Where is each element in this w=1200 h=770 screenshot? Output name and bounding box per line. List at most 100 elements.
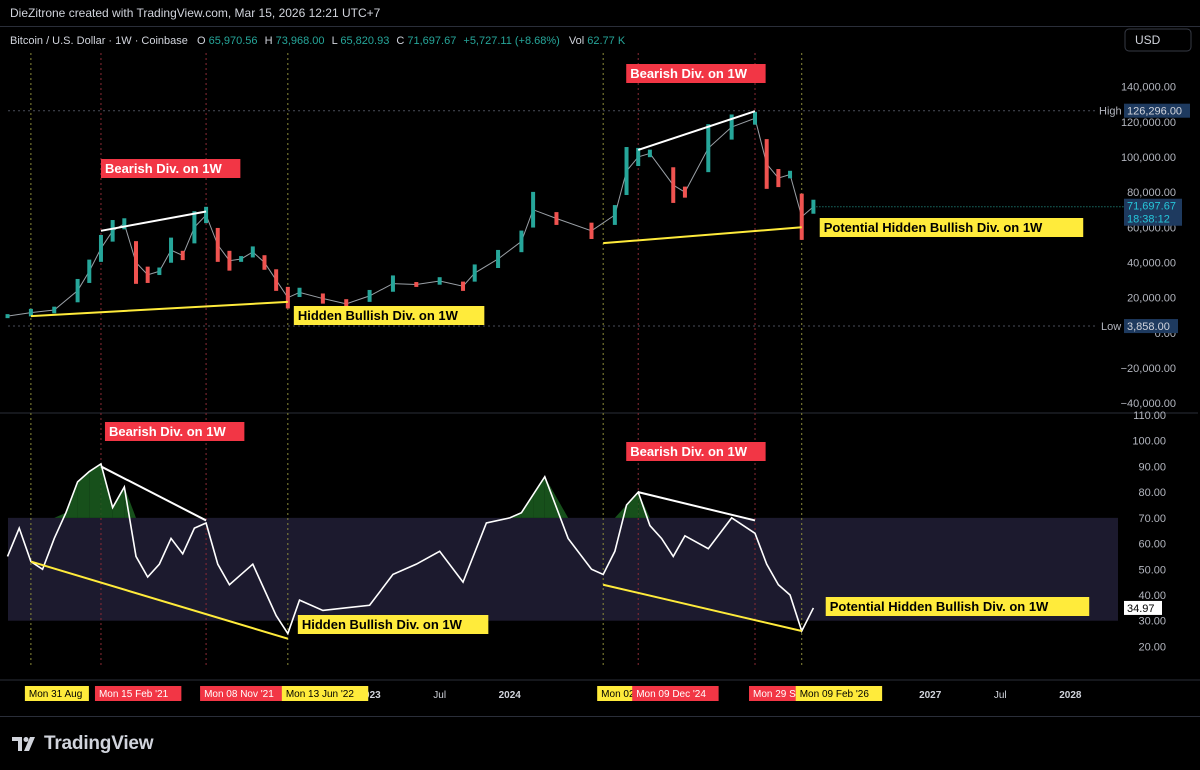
rsi-overbought-fill xyxy=(626,492,639,518)
price-candle xyxy=(134,241,139,284)
rsi-tick-label: 70.00 xyxy=(1138,513,1166,525)
price-annotation-1[interactable]: Hidden Bullish Div. on 1W xyxy=(293,306,485,325)
price-candle xyxy=(437,277,442,285)
price-annotation-3[interactable]: Potential Hidden Bullish Div. on 1W xyxy=(819,218,1084,237)
price-candle xyxy=(297,287,302,298)
price-annotation-2[interactable]: Bearish Div. on 1W xyxy=(626,64,766,83)
rsi-annotation-0[interactable]: Bearish Div. on 1W xyxy=(104,422,245,441)
last-price-tag-bg xyxy=(1124,198,1182,213)
time-marker-0: Mon 31 Aug xyxy=(24,686,89,701)
price-candle xyxy=(239,256,244,262)
rsi-tick-label: 30.00 xyxy=(1138,616,1166,628)
price-annotation-0-text: Bearish Div. on 1W xyxy=(105,161,223,176)
price-annotation-2-bg xyxy=(626,64,766,83)
price-trendline-bearish-div-2021[interactable] xyxy=(100,210,207,232)
price-candle xyxy=(122,218,127,230)
rsi-overbought-fill xyxy=(112,487,125,518)
price-candle xyxy=(110,220,115,242)
time-marker-text: Mon 15 Feb '21 xyxy=(99,689,169,700)
price-candle xyxy=(320,293,325,304)
time-marker-bg xyxy=(632,686,719,701)
time-marker-bg xyxy=(281,686,369,701)
rsi-annotation-3[interactable]: Potential Hidden Bullish Div. on 1W xyxy=(825,597,1090,616)
time-marker-bg xyxy=(200,686,287,701)
legend-high-label: H xyxy=(265,35,273,47)
price-tick-label: −40,000.00 xyxy=(1121,398,1176,410)
price-annotation-0-bg xyxy=(100,159,241,178)
price-candle xyxy=(636,147,641,166)
rsi-annotation-1-bg xyxy=(297,615,489,634)
price-tick-label: 140,000.00 xyxy=(1121,82,1176,94)
price-annotation-0[interactable]: Bearish Div. on 1W xyxy=(100,159,241,178)
price-annotation-2-text: Bearish Div. on 1W xyxy=(630,66,748,81)
price-candle xyxy=(87,259,92,283)
low-price-tag-text: 3,858.00 xyxy=(1127,321,1170,333)
footer: TradingView xyxy=(0,716,1200,770)
rsi-trendline-rsi-bearish-2021[interactable] xyxy=(100,465,207,522)
price-tick-label: 120,000.00 xyxy=(1121,117,1176,129)
low-label-bg xyxy=(1098,319,1124,334)
price-trendline-bearish-div-2025[interactable] xyxy=(637,110,756,151)
chart-frame[interactable]: Bearish Div. on 1W Hidden Bullish Div. on… xyxy=(0,26,1200,716)
price-candle xyxy=(461,281,466,291)
rsi-annotation-3-bg xyxy=(825,597,1090,616)
time-marker-bg xyxy=(749,686,808,701)
chart-trendline-layer xyxy=(30,110,802,640)
price-axis[interactable]: 140,000.00 120,000.00 100,000.00 80,000.00 6… xyxy=(1096,82,1190,654)
rsi-trendline-rsi-potential-bull-2026[interactable] xyxy=(602,583,802,632)
rsi-overbought-fill xyxy=(533,476,545,518)
rsi-tick-label: 110.00 xyxy=(1133,410,1166,422)
rsi-trendline-rsi-hidden-bull-2022[interactable] xyxy=(30,560,289,640)
rsi-overbought-fill xyxy=(89,463,101,518)
rsi-annotation-1[interactable]: Hidden Bullish Div. on 1W xyxy=(297,615,489,634)
rsi-overbought-fill xyxy=(54,512,66,518)
rsi-overbought-fill xyxy=(124,487,137,518)
time-marker-4: Mon 02 xyxy=(597,686,639,701)
price-candle xyxy=(75,278,80,303)
price-candle xyxy=(788,170,793,179)
tradingview-logo[interactable]: TradingView xyxy=(12,733,154,755)
time-axis[interactable]: Ju2023Jul2024Jul2027Jul2028Mon 31 AugMon… xyxy=(24,686,1082,701)
time-tick-label: 2023 xyxy=(358,690,381,701)
chart-annotation-layer: Bearish Div. on 1W Hidden Bullish Div. on… xyxy=(100,64,1090,634)
price-candle xyxy=(519,230,524,253)
time-tick-label: Jul xyxy=(994,690,1007,701)
time-marker-5: Mon 09 Dec '24 xyxy=(632,686,719,701)
legend-high-value: 73,968.00 xyxy=(276,35,325,47)
time-marker-6: Mon 29 Se xyxy=(749,686,808,701)
chart-canvas[interactable]: Bearish Div. on 1W Hidden Bullish Div. on… xyxy=(0,27,1200,716)
credit-text: DieZitrone created with TradingView.com,… xyxy=(10,6,381,20)
price-candle xyxy=(5,314,10,319)
rsi-tick-label: 20.00 xyxy=(1138,641,1166,653)
price-annotation-1-bg xyxy=(293,306,485,325)
time-tick-label: 2028 xyxy=(1059,690,1082,701)
legend-vol-label: Vol xyxy=(569,35,584,47)
countdown-tag-bg xyxy=(1124,211,1182,226)
price-candle xyxy=(414,282,419,287)
price-candle xyxy=(729,114,734,140)
price-trendline-potential-hidden-bull-2026[interactable] xyxy=(603,226,802,245)
price-candle xyxy=(28,308,33,317)
price-candle xyxy=(612,205,617,225)
currency-button[interactable]: USD xyxy=(1124,28,1192,52)
price-candle xyxy=(180,250,185,261)
time-marker-text: Mon 09 Dec '24 xyxy=(636,689,706,700)
rsi-annotation-2[interactable]: Bearish Div. on 1W xyxy=(626,442,766,461)
price-candle xyxy=(367,289,372,302)
rsi-annotation-1-text: Hidden Bullish Div. on 1W xyxy=(302,617,463,632)
time-marker-bg xyxy=(597,686,639,701)
legend-close-label: C xyxy=(396,35,404,47)
last-price-tag-text: 71,697.67 xyxy=(1127,201,1176,213)
price-candle xyxy=(390,275,395,292)
price-candle xyxy=(169,237,174,263)
price-candle xyxy=(647,149,652,158)
rsi-annotation-2-bg xyxy=(626,442,766,461)
rsi-trendline-rsi-bearish-2025[interactable] xyxy=(637,491,756,522)
rsi-current-tag: 34.97 xyxy=(1124,600,1162,615)
price-trendline-hidden-bull-2022[interactable] xyxy=(30,300,288,318)
rsi-tick-label: 90.00 xyxy=(1138,461,1166,473)
rsi-tick-label: 100.00 xyxy=(1132,436,1166,448)
price-annotation-3-text: Potential Hidden Bullish Div. on 1W xyxy=(824,220,1043,235)
time-marker-bg xyxy=(94,686,182,701)
tradingview-wordmark: TradingView xyxy=(44,733,154,754)
